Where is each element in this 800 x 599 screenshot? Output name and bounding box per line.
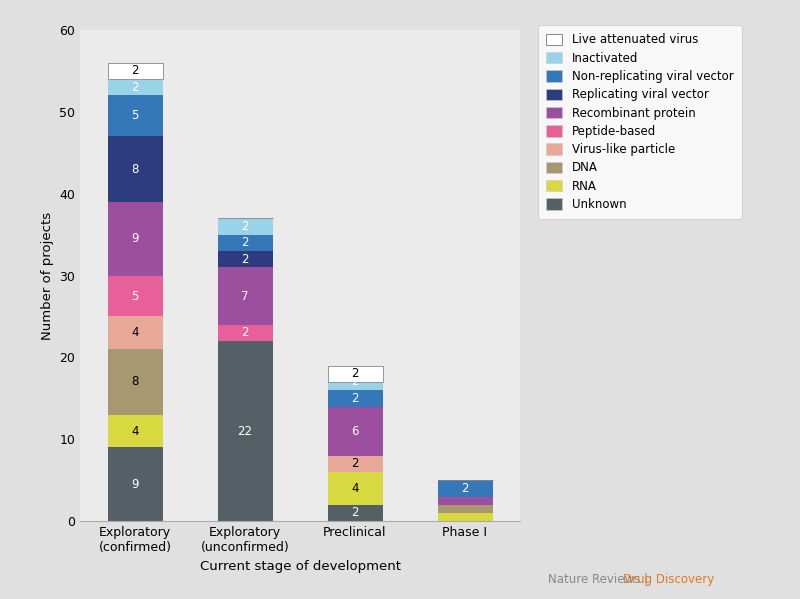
- Text: 2: 2: [351, 506, 358, 519]
- Text: 6: 6: [351, 425, 358, 438]
- Bar: [107, 415, 162, 447]
- Text: 22: 22: [238, 425, 253, 438]
- Bar: [107, 447, 162, 521]
- Legend: Live attenuated virus, Inactivated, Non-replicating viral vector, Replicating vi: Live attenuated virus, Inactivated, Non-…: [538, 25, 742, 219]
- Text: 2: 2: [242, 326, 249, 340]
- Bar: [218, 235, 273, 251]
- Bar: [438, 480, 493, 497]
- Text: 5: 5: [131, 110, 138, 122]
- Bar: [327, 456, 382, 472]
- Bar: [438, 513, 493, 521]
- Bar: [107, 276, 162, 316]
- Bar: [218, 251, 273, 267]
- Bar: [218, 218, 273, 235]
- Text: 8: 8: [131, 376, 138, 389]
- Bar: [327, 390, 382, 407]
- Y-axis label: Number of projects: Number of projects: [41, 211, 54, 340]
- Bar: [327, 407, 382, 456]
- Bar: [107, 63, 162, 79]
- Text: 2: 2: [242, 253, 249, 266]
- Bar: [327, 365, 382, 382]
- Bar: [327, 472, 382, 505]
- Text: 7: 7: [242, 289, 249, 302]
- Text: 4: 4: [131, 326, 138, 340]
- Text: 2: 2: [462, 482, 469, 495]
- Bar: [327, 505, 382, 521]
- Text: 2: 2: [351, 376, 358, 389]
- X-axis label: Current stage of development: Current stage of development: [199, 559, 401, 573]
- Text: 2: 2: [131, 81, 138, 94]
- Text: 9: 9: [131, 478, 138, 491]
- Text: 2: 2: [351, 457, 358, 470]
- Text: 2: 2: [242, 236, 249, 249]
- Text: 2: 2: [351, 367, 358, 380]
- Text: 5: 5: [131, 289, 138, 302]
- Bar: [218, 267, 273, 325]
- Text: Nature Reviews |: Nature Reviews |: [548, 573, 652, 586]
- Bar: [218, 325, 273, 341]
- Bar: [327, 382, 382, 390]
- Text: 2: 2: [131, 64, 138, 77]
- Bar: [107, 316, 162, 349]
- Bar: [107, 349, 162, 415]
- Bar: [107, 202, 162, 276]
- Bar: [438, 505, 493, 513]
- Bar: [107, 95, 162, 137]
- Bar: [438, 497, 493, 505]
- Bar: [218, 341, 273, 521]
- Text: 2: 2: [242, 220, 249, 233]
- Bar: [107, 137, 162, 202]
- Text: 2: 2: [351, 392, 358, 405]
- Bar: [107, 79, 162, 95]
- Text: 4: 4: [351, 482, 358, 495]
- Text: Drug Discovery: Drug Discovery: [548, 573, 714, 586]
- Text: 4: 4: [131, 425, 138, 438]
- Text: 8: 8: [131, 162, 138, 176]
- Text: 9: 9: [131, 232, 138, 245]
